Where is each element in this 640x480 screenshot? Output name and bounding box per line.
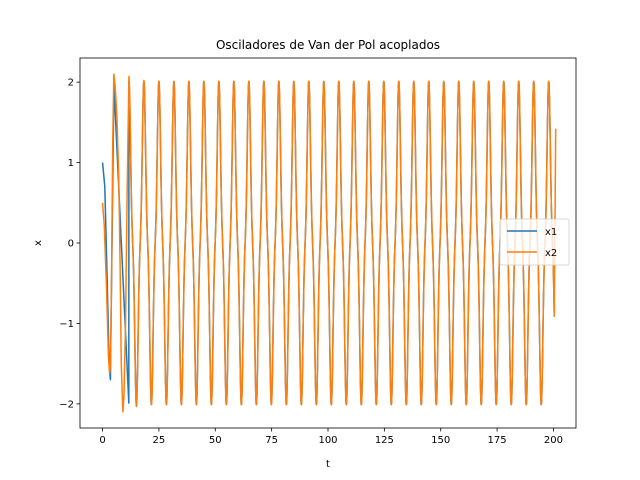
x-tick-label: 25 [153, 435, 166, 446]
x-tick-label: 150 [431, 435, 450, 446]
y-tick-label: 2 [68, 78, 74, 89]
x-tick-label: 100 [318, 435, 337, 446]
x-tick-label: 75 [265, 435, 278, 446]
series-line-x2 [101, 73, 557, 413]
legend-box [499, 218, 570, 266]
x-axis-label: t [326, 459, 330, 470]
y-axis-label: x [33, 240, 44, 246]
chart-title: Osciladores de Van der Pol acoplados [216, 38, 440, 52]
x-tick-label: 50 [209, 435, 222, 446]
legend-label-x2: x2 [545, 248, 557, 259]
legend: x1 x2 [499, 218, 570, 266]
legend-label-x1: x1 [545, 227, 557, 238]
x-tick-label: 0 [99, 435, 105, 446]
y-tick-label: −1 [59, 319, 74, 330]
plot-content [101, 73, 557, 413]
x-axis-ticks: 0 25 50 75 100 125 150 175 200 [99, 428, 563, 446]
x-tick-label: 200 [544, 435, 563, 446]
x-tick-label: 175 [488, 435, 507, 446]
y-tick-label: −2 [59, 399, 74, 410]
x-tick-label: 125 [375, 435, 394, 446]
y-axis-ticks: −2 −1 0 1 2 [59, 78, 80, 410]
y-tick-label: 1 [68, 158, 74, 169]
y-tick-label: 0 [68, 239, 74, 250]
